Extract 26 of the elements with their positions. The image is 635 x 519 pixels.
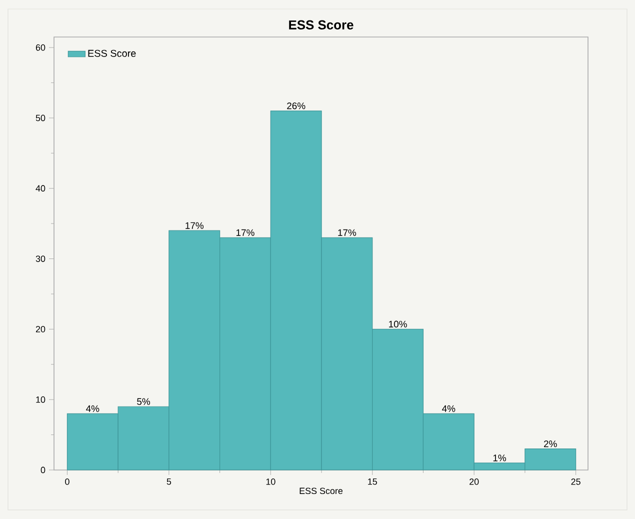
chart-title: ESS Score bbox=[289, 20, 354, 30]
x-tick-label: 25 bbox=[571, 478, 580, 485]
x-tick-label: 10 bbox=[266, 478, 276, 485]
y-tick-label: 40 bbox=[36, 185, 46, 192]
text: 5% bbox=[137, 398, 150, 405]
text: 26% bbox=[287, 102, 306, 110]
legend-label: ESS Score bbox=[88, 50, 136, 57]
y-tick-label: 30 bbox=[36, 256, 46, 262]
text: 2% bbox=[544, 440, 557, 448]
y-tick-label: 50 bbox=[36, 114, 46, 122]
text: 17% bbox=[186, 222, 204, 229]
y-tick-label: 20 bbox=[36, 326, 46, 332]
y-tick-label: 10 bbox=[36, 396, 46, 403]
text: 1% bbox=[493, 454, 506, 462]
text: 4% bbox=[86, 405, 100, 412]
x-tick-label: 20 bbox=[470, 478, 479, 485]
text: 4% bbox=[442, 405, 456, 412]
y-tick-label: 0 bbox=[40, 466, 46, 474]
text: 17% bbox=[236, 229, 254, 236]
x-tick-label: 5 bbox=[166, 478, 172, 485]
y-tick-label: 60 bbox=[36, 44, 46, 51]
x-tick-label: 15 bbox=[368, 478, 377, 485]
x-axis-title: ESS Score bbox=[300, 488, 343, 494]
text: 17% bbox=[338, 229, 356, 236]
text: 10% bbox=[389, 320, 407, 328]
x-tick-label: 0 bbox=[65, 478, 70, 485]
